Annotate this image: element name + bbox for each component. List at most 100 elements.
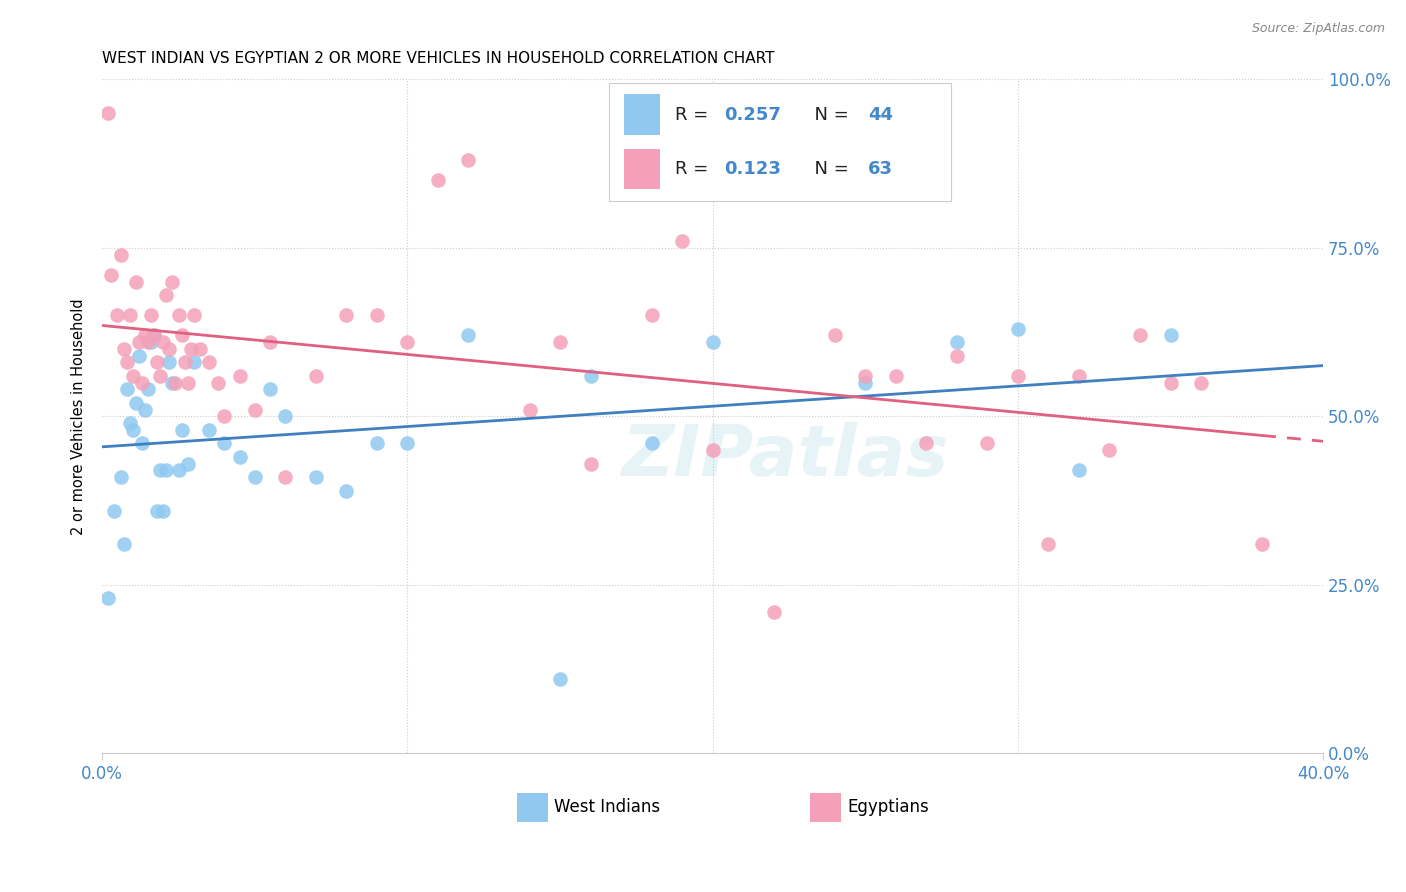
Point <box>853 376 876 390</box>
Point <box>243 470 266 484</box>
Text: N =: N = <box>803 105 855 124</box>
Point <box>167 308 190 322</box>
Point <box>853 368 876 383</box>
Point <box>162 376 184 390</box>
Point <box>1189 376 1212 390</box>
Point <box>1007 368 1029 383</box>
Point <box>139 308 162 322</box>
Point <box>366 308 388 322</box>
Point <box>214 409 236 424</box>
Text: ZIPatlas: ZIPatlas <box>623 422 949 491</box>
Point <box>125 396 148 410</box>
Point <box>136 383 159 397</box>
Point <box>97 106 120 120</box>
Point <box>228 450 250 464</box>
Point <box>1129 328 1152 343</box>
Point <box>176 376 198 390</box>
Point <box>702 335 724 350</box>
Point <box>149 368 172 383</box>
Text: R =: R = <box>675 105 714 124</box>
Point <box>198 355 221 369</box>
Text: Source: ZipAtlas.com: Source: ZipAtlas.com <box>1251 22 1385 36</box>
Point <box>134 328 156 343</box>
Point <box>335 308 357 322</box>
Point <box>162 275 184 289</box>
Point <box>214 436 236 450</box>
Point <box>131 376 153 390</box>
Point <box>519 402 541 417</box>
Point <box>579 457 602 471</box>
Point <box>274 470 297 484</box>
Point <box>146 355 169 369</box>
Point <box>173 355 195 369</box>
Point <box>155 463 177 477</box>
Point <box>115 355 138 369</box>
Point <box>121 368 143 383</box>
Text: 63: 63 <box>868 160 893 178</box>
Point <box>112 537 135 551</box>
Bar <box>517 792 548 822</box>
Text: West Indians: West Indians <box>554 798 659 816</box>
Point <box>143 328 166 343</box>
Point <box>167 463 190 477</box>
Point <box>118 308 141 322</box>
Point <box>579 368 602 383</box>
Point <box>136 335 159 350</box>
Point <box>457 328 479 343</box>
Point <box>139 335 162 350</box>
Point <box>146 504 169 518</box>
Point <box>110 470 132 484</box>
Point <box>170 423 193 437</box>
Point <box>335 483 357 498</box>
Text: 44: 44 <box>868 105 893 124</box>
Point <box>143 328 166 343</box>
Text: 0.257: 0.257 <box>724 105 780 124</box>
Bar <box>623 95 661 135</box>
Text: N =: N = <box>803 160 855 178</box>
Point <box>198 423 221 437</box>
Point <box>107 308 129 322</box>
Point <box>640 308 662 322</box>
Point <box>884 368 907 383</box>
Point <box>180 342 202 356</box>
Point <box>118 416 141 430</box>
Point <box>305 470 328 484</box>
Text: R =: R = <box>675 160 714 178</box>
Point <box>824 328 846 343</box>
Text: Egyptians: Egyptians <box>846 798 929 816</box>
Point <box>976 436 998 450</box>
Point <box>1160 376 1182 390</box>
Point <box>1251 537 1274 551</box>
Point <box>131 436 153 450</box>
Point <box>134 402 156 417</box>
Point <box>259 383 281 397</box>
Point <box>1067 368 1090 383</box>
Point <box>103 504 125 518</box>
Point <box>157 355 180 369</box>
Point <box>274 409 297 424</box>
Point <box>548 673 571 687</box>
Point <box>155 288 177 302</box>
Point <box>915 436 938 450</box>
Point <box>128 349 150 363</box>
Point <box>426 173 449 187</box>
Point <box>128 335 150 350</box>
Point <box>157 342 180 356</box>
Point <box>305 368 328 383</box>
Point <box>183 355 205 369</box>
Bar <box>609 83 950 201</box>
Point <box>457 153 479 168</box>
Point <box>243 402 266 417</box>
Text: 0.123: 0.123 <box>724 160 780 178</box>
Point <box>149 463 172 477</box>
Point <box>115 383 138 397</box>
Point <box>762 605 785 619</box>
Point <box>165 376 187 390</box>
Point <box>1067 463 1090 477</box>
Point <box>152 335 174 350</box>
Point <box>946 335 969 350</box>
Point <box>702 443 724 458</box>
Point <box>946 349 969 363</box>
Y-axis label: 2 or more Vehicles in Household: 2 or more Vehicles in Household <box>72 298 86 534</box>
Point <box>396 436 419 450</box>
